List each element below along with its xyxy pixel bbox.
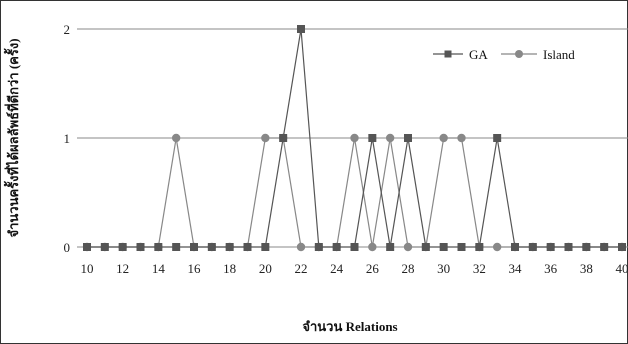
legend-island-label: Island (543, 47, 575, 62)
data-point-ga (421, 243, 430, 251)
y-tick-label: 1 (64, 131, 71, 146)
data-point-ga (546, 243, 555, 251)
y-axis-title: จำนวนครั้งที่ได้ผลลัพธ์ที่ดีกว่า (ครั้ง) (3, 38, 21, 237)
legend-item-ga: GA (433, 47, 488, 62)
data-point-ga (528, 243, 537, 251)
data-point-ga (172, 243, 181, 251)
data-point-ga (314, 243, 323, 251)
data-point-ga (83, 243, 91, 251)
x-tick-label: 24 (330, 261, 344, 276)
data-point-ga (350, 243, 359, 251)
data-point-island (350, 133, 359, 143)
y-tick-label: 0 (64, 240, 71, 255)
data-point-ga (207, 243, 216, 251)
data-point-ga (368, 134, 377, 142)
data-point-ga (332, 243, 341, 251)
data-point-island (171, 133, 181, 143)
data-point-island (385, 133, 395, 143)
data-point-ga (404, 134, 412, 142)
x-tick-label: 18 (223, 261, 236, 276)
x-tick-label: 36 (544, 261, 558, 276)
x-axis-title: จำนวน Relations (302, 319, 397, 334)
x-tick-label: 40 (616, 261, 628, 276)
data-point-ga (475, 243, 484, 251)
series-group (82, 25, 627, 252)
x-tick-label: 20 (259, 261, 272, 276)
data-point-ga (225, 243, 234, 251)
data-point-ga (100, 243, 109, 251)
data-point-ga (618, 243, 626, 251)
x-tick-label: 16 (188, 261, 202, 276)
data-point-ga (136, 243, 145, 251)
legend-island-marker (515, 50, 523, 58)
x-tick-label: 30 (437, 261, 450, 276)
data-point-island (296, 242, 306, 252)
x-tick-label: 34 (509, 261, 523, 276)
legend-ga-label: GA (469, 47, 488, 62)
data-point-ga (154, 243, 163, 251)
data-point-ga (118, 243, 127, 251)
data-point-ga (261, 243, 270, 251)
data-point-ga (439, 243, 448, 251)
x-tick-label: 26 (366, 261, 380, 276)
data-point-ga (511, 243, 519, 251)
data-point-ga (190, 243, 198, 251)
legend-item-island: Island (501, 47, 575, 62)
data-point-island (368, 242, 377, 252)
y-tick-label: 2 (64, 22, 71, 37)
data-point-island (439, 133, 448, 143)
data-point-ga (279, 134, 288, 142)
data-point-ga (600, 243, 609, 251)
data-point-island (457, 133, 466, 143)
x-tick-label: 12 (116, 261, 129, 276)
x-tick-label: 32 (473, 261, 486, 276)
data-point-ga (493, 134, 502, 142)
data-point-ga (243, 243, 252, 251)
data-point-ga (457, 243, 466, 251)
data-point-ga (564, 243, 573, 251)
data-point-island (261, 133, 270, 143)
data-point-island (403, 242, 413, 252)
data-point-ga (297, 25, 305, 33)
data-point-ga (386, 243, 395, 251)
legend-ga-marker (444, 50, 452, 58)
x-tick-label: 38 (580, 261, 593, 276)
legend: GA Island (433, 47, 575, 62)
x-tick-label: 10 (81, 261, 94, 276)
x-tick-label: 14 (152, 261, 166, 276)
x-tick-label: 28 (402, 261, 415, 276)
x-tick-label: 22 (295, 261, 308, 276)
data-point-ga (582, 243, 591, 251)
data-point-island (492, 242, 502, 252)
